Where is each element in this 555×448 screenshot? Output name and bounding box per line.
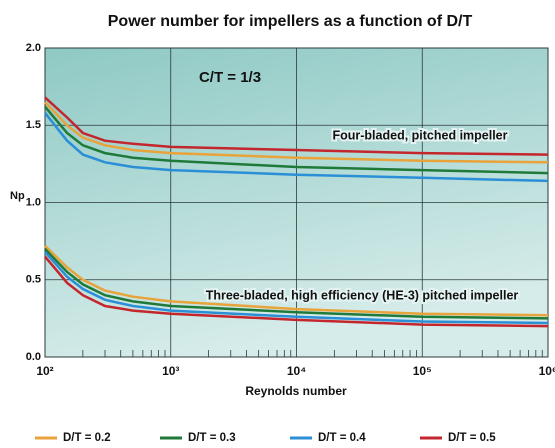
curve <box>44 96 549 156</box>
annotation: C/T = 1/3 <box>199 69 261 86</box>
legend-label: D/T = 0.3 <box>188 432 236 444</box>
legend-label: D/T = 0.5 <box>448 432 496 444</box>
plot-frame <box>44 47 549 358</box>
chart-title: Power number for impellers as a function… <box>108 13 473 30</box>
curve-label: Three-bladed, high efficiency (HE-3) pit… <box>206 288 519 302</box>
curve <box>44 248 549 320</box>
y-tick-label: 1.5 <box>26 119 41 131</box>
curve <box>44 255 549 328</box>
curve <box>44 112 549 183</box>
x-tick-label: 10⁵ <box>413 364 432 378</box>
x-tick-label: 10² <box>36 364 53 378</box>
x-tick-label: 10³ <box>162 364 179 378</box>
curve <box>44 105 549 175</box>
curve <box>44 101 549 164</box>
y-axis-label: Np <box>10 190 25 202</box>
y-tick-label: 2.0 <box>26 42 41 54</box>
x-axis-label: Reynolds number <box>245 384 347 398</box>
legend-label: D/T = 0.2 <box>63 432 111 444</box>
curve-label: Four-bladed, pitched impeller <box>332 128 507 142</box>
x-tick-label: 10⁶ <box>539 364 555 378</box>
y-tick-label: 1.0 <box>26 196 41 208</box>
y-tick-label: 0.0 <box>26 351 41 363</box>
x-tick-label: 10⁴ <box>287 364 306 378</box>
legend-label: D/T = 0.4 <box>318 432 366 444</box>
curve <box>44 251 549 325</box>
y-tick-label: 0.5 <box>26 274 41 286</box>
curve <box>44 244 549 317</box>
